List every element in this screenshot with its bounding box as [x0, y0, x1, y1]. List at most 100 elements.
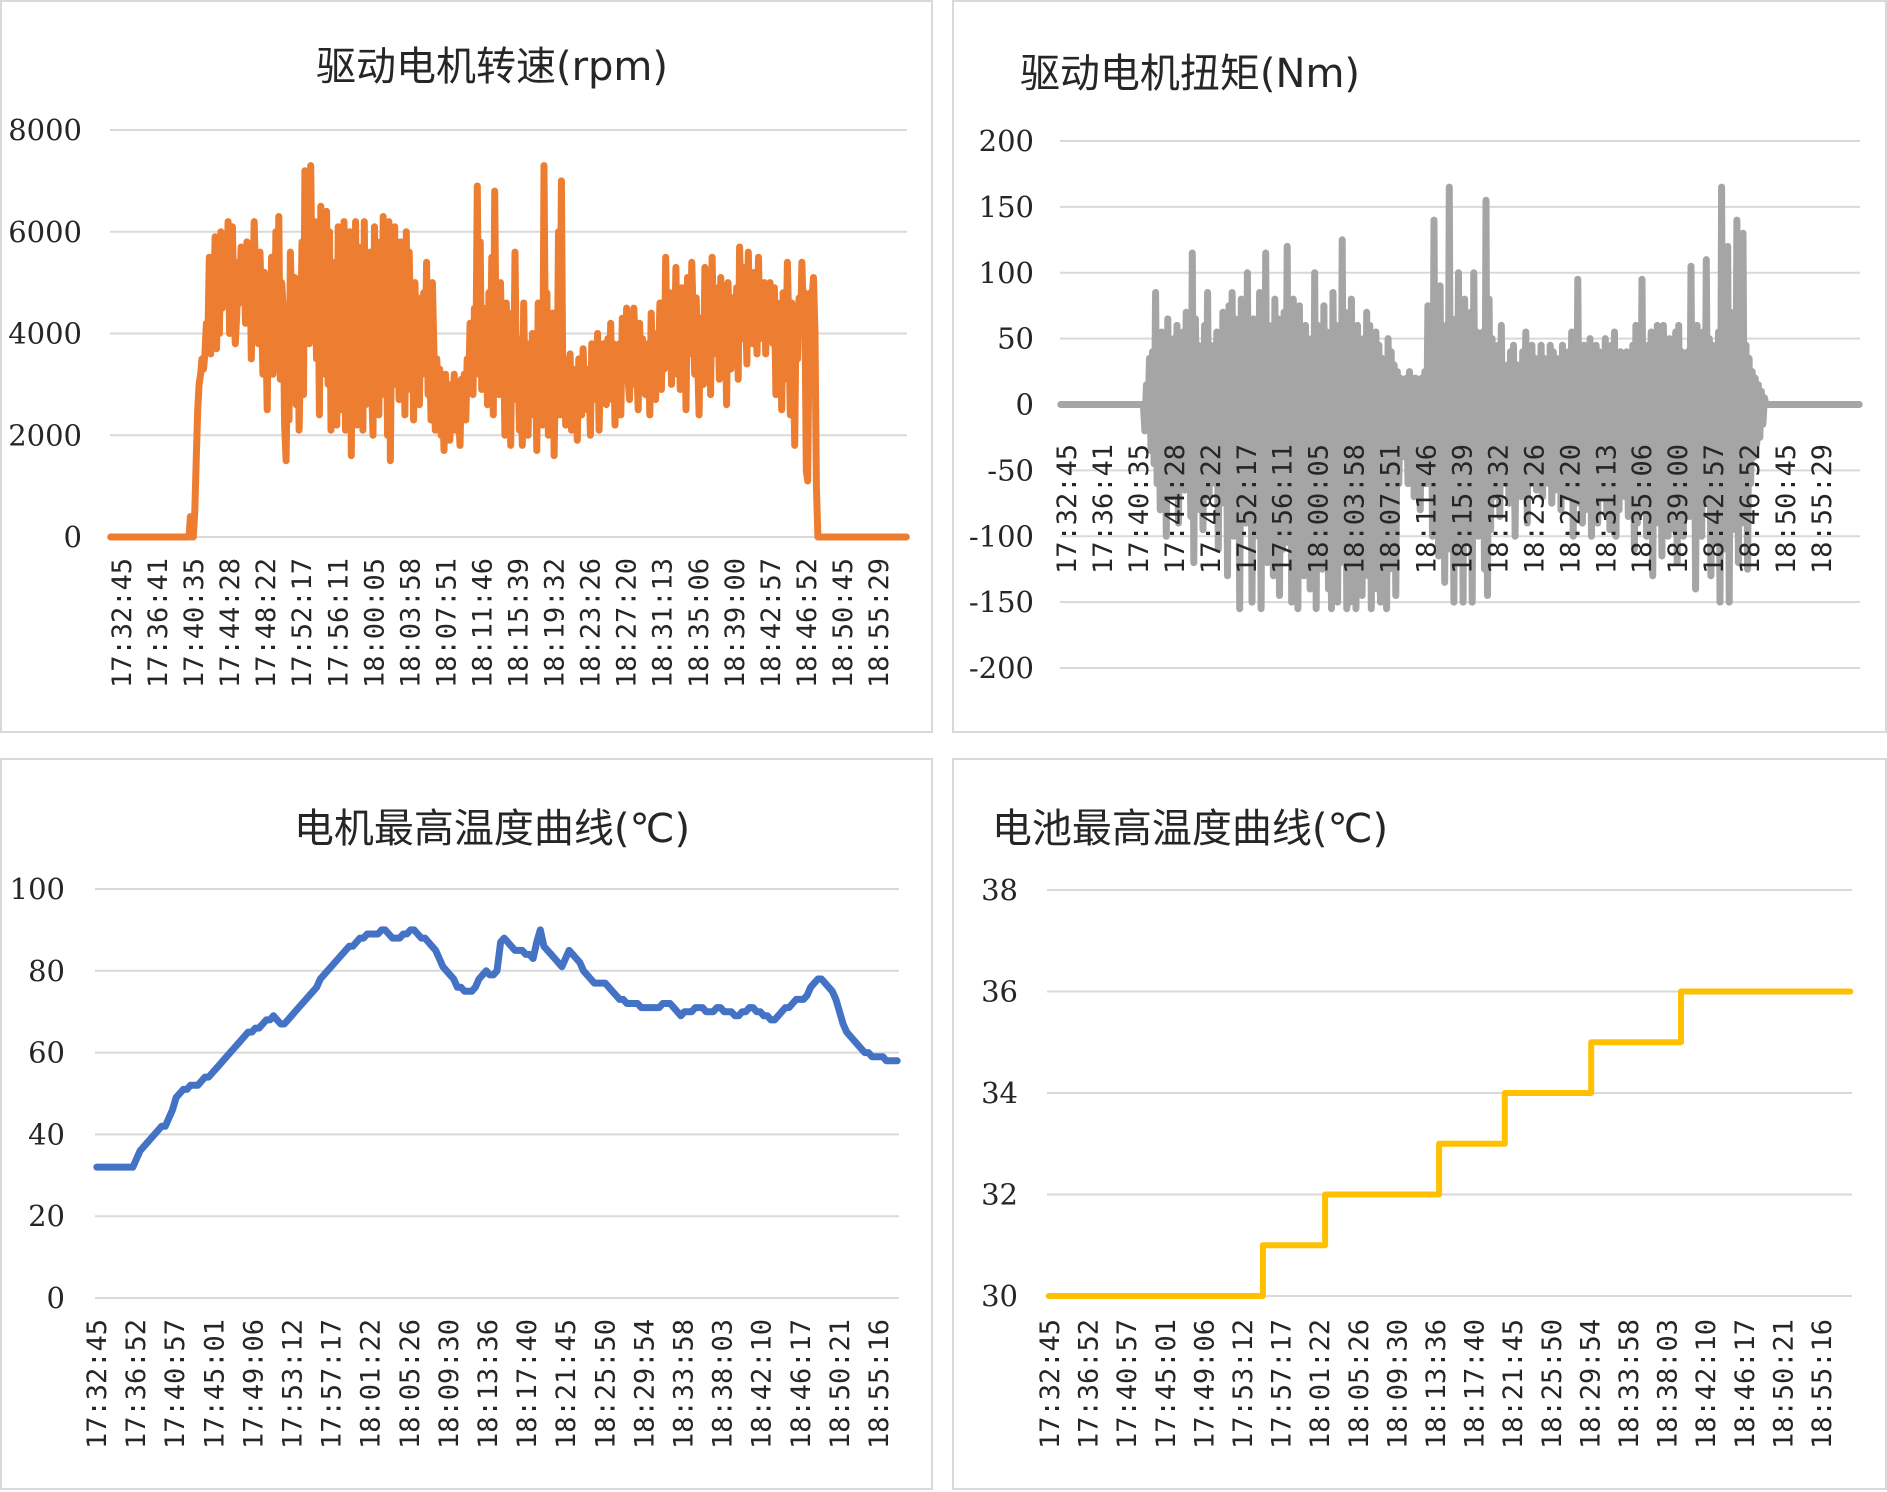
motor-temperature-x-tick-label: 18:21:45	[551, 1319, 582, 1449]
battery-temperature-chart-title: 电池最高温度曲线(℃)	[992, 806, 1388, 852]
motor-speed-series-line	[107, 162, 910, 541]
motor-temperature-chart: 电机最高温度曲线(℃) 100 80 60 40 20 0 17:32:45 17:36:52 1…	[10, 806, 901, 1449]
battery-temperature-x-tick-label: 18:50:21	[1768, 1319, 1799, 1449]
motor-torque-x-tick-label: 18:07:51	[1376, 444, 1407, 574]
motor-speed-x-tick-label: 18:55:29	[864, 558, 895, 688]
motor-temperature-x-tick-label: 18:38:03	[708, 1319, 739, 1449]
battery-temperature-x-tick-label: 18:05:26	[1344, 1319, 1375, 1449]
motor-temperature-y-tick-label: 100	[10, 872, 65, 906]
battery-temperature-x-tick-label: 18:55:16	[1807, 1319, 1838, 1449]
motor-temperature-y-tick-label: 20	[28, 1199, 65, 1233]
motor-torque-x-tick-label: 18:19:32	[1483, 444, 1514, 574]
motor-speed-x-tick-label: 17:56:11	[323, 558, 354, 688]
battery-temperature-x-tick-label: 18:42:10	[1691, 1319, 1722, 1449]
battery-temperature-x-tick-label: 17:45:01	[1151, 1319, 1182, 1449]
battery-temperature-y-tick-label: 38	[981, 873, 1018, 907]
motor-temperature-x-tick-label: 18:33:58	[669, 1319, 700, 1449]
motor-speed-x-tick-label: 18:00:05	[359, 558, 390, 688]
motor-torque-x-tick-label: 18:55:29	[1807, 444, 1838, 574]
motor-speed-y-tick-label: 6000	[8, 215, 82, 249]
motor-torque-x-tick-label: 18:23:26	[1519, 444, 1550, 574]
motor-speed-x-tick-label: 18:23:26	[576, 558, 607, 688]
motor-speed-chart: 驱动电机转速(rpm) 8000 6000 4000 2000 0 17:32:45 17:3…	[8, 44, 910, 688]
motor-temperature-chart-title: 电机最高温度曲线(℃)	[294, 806, 690, 852]
motor-temperature-x-tick-label: 18:55:16	[864, 1319, 895, 1449]
motor-speed-x-tick-label: 17:44:28	[215, 558, 246, 688]
motor-speed-x-tick-label: 18:39:00	[720, 558, 751, 688]
chart-panel-motor-speed: 驱动电机转速(rpm) 8000 6000 4000 2000 0 17:32:45 17:3…	[0, 0, 933, 733]
motor-torque-chart: 驱动电机扭矩(Nm) 200 150 100 50 0 -50 -100 -150 -200 17:…	[969, 51, 1863, 685]
battery-temperature-x-tick-label: 18:33:58	[1614, 1319, 1645, 1449]
motor-temperature-x-tick-label: 17:57:17	[317, 1319, 348, 1449]
motor-torque-y-tick-label: -50	[987, 453, 1034, 487]
battery-temperature-x-tick-label: 18:38:03	[1653, 1319, 1684, 1449]
motor-temperature-y-tick-label: 40	[28, 1117, 65, 1151]
motor-speed-x-tick-label: 18:11:46	[468, 558, 499, 688]
motor-temperature-x-tick-label: 18:01:22	[356, 1319, 387, 1449]
motor-speed-x-tick-label: 18:31:13	[648, 558, 679, 688]
battery-temperature-x-tick-label: 17:32:45	[1035, 1319, 1066, 1449]
battery-temperature-x-tick-label: 17:57:17	[1267, 1319, 1298, 1449]
chart-panel-battery-temperature: 电池最高温度曲线(℃) 38 36 34 32 30 17:32:45 17:36:52 17:…	[952, 758, 1887, 1490]
motor-speed-x-tick-label: 17:36:41	[143, 558, 174, 688]
motor-speed-x-tick-label: 18:42:57	[756, 558, 787, 688]
motor-torque-x-tick-label: 18:50:45	[1771, 444, 1802, 574]
motor-torque-x-tick-label: 18:31:13	[1591, 444, 1622, 574]
motor-temperature-x-tick-label: 18:42:10	[747, 1319, 778, 1449]
chart-panel-motor-temperature: 电机最高温度曲线(℃) 100 80 60 40 20 0 17:32:45 17:36:52 1…	[0, 758, 933, 1490]
battery-temperature-x-tick-label: 18:29:54	[1575, 1319, 1606, 1449]
battery-temperature-x-tick-label: 18:17:40	[1460, 1319, 1491, 1449]
motor-torque-x-tick-label: 17:52:17	[1232, 444, 1263, 574]
motor-temperature-x-tick-label: 18:29:54	[629, 1319, 660, 1449]
chart-panel-motor-torque: 驱动电机扭矩(Nm) 200 150 100 50 0 -50 -100 -150 -200 17:…	[952, 0, 1887, 733]
battery-temperature-y-tick-label: 34	[981, 1076, 1018, 1110]
motor-torque-y-tick-label: 50	[997, 322, 1034, 356]
battery-temperature-y-tick-label: 30	[981, 1279, 1018, 1313]
battery-temperature-x-tick-label: 18:21:45	[1498, 1319, 1529, 1449]
motor-temperature-x-tick-label: 18:50:21	[825, 1319, 856, 1449]
motor-temperature-x-tick-label: 18:13:36	[473, 1319, 504, 1449]
motor-speed-y-tick-label: 4000	[8, 317, 82, 351]
motor-torque-x-tick-label: 18:03:58	[1340, 444, 1371, 574]
battery-temperature-x-tick-label: 17:49:06	[1189, 1319, 1220, 1449]
motor-temperature-x-tick-label: 17:49:06	[238, 1319, 269, 1449]
battery-temperature-x-tick-label: 17:36:52	[1074, 1319, 1105, 1449]
motor-temperature-x-tick-label: 17:40:57	[160, 1319, 191, 1449]
motor-speed-x-tick-label: 18:03:58	[395, 558, 426, 688]
motor-temperature-x-tick-label: 17:32:45	[82, 1319, 113, 1449]
motor-speed-y-tick-label: 0	[64, 520, 82, 554]
motor-torque-y-tick-label: -150	[969, 585, 1034, 619]
motor-speed-x-tick-label: 18:27:20	[612, 558, 643, 688]
motor-torque-y-tick-label: 200	[979, 124, 1034, 158]
motor-speed-x-tick-label: 18:46:52	[792, 558, 823, 688]
motor-temperature-y-tick-label: 0	[47, 1281, 65, 1315]
motor-speed-y-tick-label: 2000	[8, 418, 82, 452]
motor-torque-x-tick-label: 17:40:35	[1124, 444, 1155, 574]
battery-temperature-x-tick-label: 18:09:30	[1382, 1319, 1413, 1449]
motor-torque-y-tick-label: 150	[979, 190, 1034, 224]
motor-torque-y-tick-label: 0	[1016, 388, 1034, 422]
motor-torque-x-tick-label: 18:27:20	[1555, 444, 1586, 574]
battery-temperature-x-tick-label: 17:40:57	[1112, 1319, 1143, 1449]
motor-temperature-y-tick-label: 80	[28, 954, 65, 988]
motor-speed-x-tick-label: 17:48:22	[251, 558, 282, 688]
motor-torque-x-tick-label: 17:36:41	[1088, 444, 1119, 574]
battery-temperature-x-tick-label: 18:46:17	[1730, 1319, 1761, 1449]
motor-speed-x-tick-label: 18:50:45	[828, 558, 859, 688]
motor-speed-x-tick-label: 18:07:51	[431, 558, 462, 688]
motor-temperature-x-tick-label: 18:05:26	[395, 1319, 426, 1449]
motor-temperature-y-tick-label: 60	[28, 1036, 65, 1070]
motor-torque-x-tick-label: 17:56:11	[1268, 444, 1299, 574]
motor-temperature-series-line	[93, 926, 901, 1171]
motor-speed-x-tick-label: 17:32:45	[107, 558, 138, 688]
motor-torque-series-line	[1057, 183, 1863, 613]
motor-temperature-x-tick-label: 17:45:01	[199, 1319, 230, 1449]
motor-torque-chart-title: 驱动电机扭矩(Nm)	[1020, 51, 1360, 97]
motor-torque-x-tick-label: 18:42:57	[1699, 444, 1730, 574]
motor-torque-x-tick-label: 17:48:22	[1196, 444, 1227, 574]
motor-torque-x-tick-label: 18:11:46	[1412, 444, 1443, 574]
motor-temperature-x-tick-label: 17:53:12	[278, 1319, 309, 1449]
motor-torque-x-tick-label: 17:44:28	[1160, 444, 1191, 574]
motor-torque-x-tick-label: 18:46:52	[1735, 444, 1766, 574]
